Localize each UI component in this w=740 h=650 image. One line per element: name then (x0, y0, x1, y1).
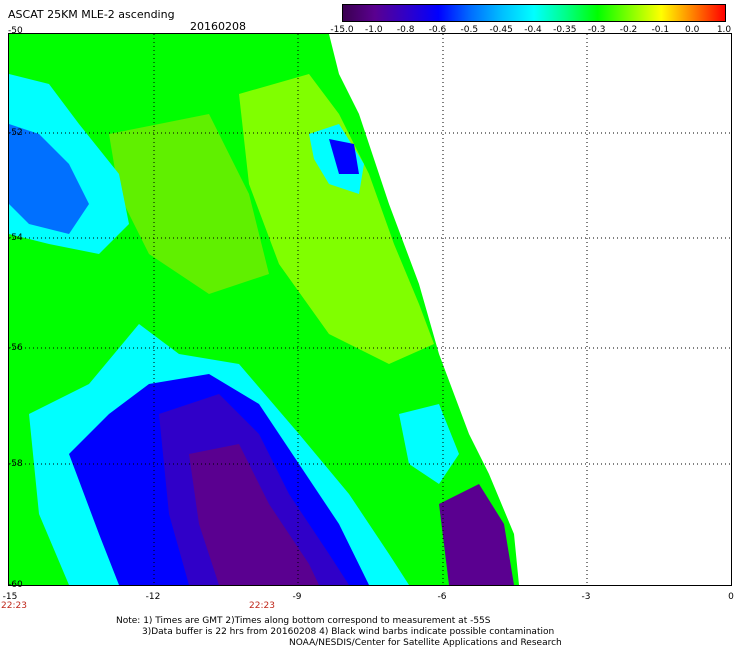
lat-label: -58 (8, 459, 23, 469)
lat-label: -50 (8, 26, 23, 36)
note-line-3: NOAA/NESDIS/Center for Satellite Applica… (289, 638, 562, 648)
swath-field (9, 34, 731, 585)
lon-label: -12 (145, 592, 161, 602)
lat-label: -54 (8, 233, 23, 243)
colorbar-tick-label: -0.5 (460, 25, 479, 35)
map-plot (8, 33, 732, 586)
graticule (9, 34, 731, 585)
colorbar-tick-label: -0.1 (651, 25, 670, 35)
lon-label: 0 (728, 592, 734, 602)
swath-blue-edge (329, 139, 359, 174)
lon-label: -9 (292, 592, 302, 602)
note-line-1: Note: 1) Times are GMT 2)Times along bot… (116, 616, 491, 626)
note-line-2: 3)Data buffer is 22 hrs from 20160208 4)… (142, 627, 555, 637)
lat-label: -52 (8, 128, 23, 138)
colorbar-tick-label: -0.45 (489, 25, 513, 35)
colorbar-tick-label: -1.0 (365, 25, 383, 35)
lon-label: -3 (581, 592, 591, 602)
colorbar-tick-label: -0.8 (396, 25, 415, 35)
time-label: 22:23 (249, 601, 275, 611)
swath-purple-se (439, 484, 514, 585)
product-title: ASCAT 25KM MLE-2 ascending (8, 8, 175, 21)
date-label: 20160208 (190, 20, 246, 33)
swath-lime (239, 74, 434, 364)
lon-label: -15 (2, 592, 18, 602)
lat-label: -56 (8, 343, 23, 353)
lon-label: -6 (437, 592, 447, 602)
time-label: 22:23 (1, 601, 27, 611)
lat-label: -60 (8, 580, 23, 590)
colorbar-tick-label: -0.35 (553, 25, 577, 35)
colorbar-tick-label: 1.0 (716, 25, 732, 35)
colorbar-tick-label: -0.6 (428, 25, 447, 35)
colorbar-tick-label: -0.3 (587, 25, 606, 35)
swath-blue-nw (9, 124, 89, 234)
swath-lime-2 (109, 114, 269, 294)
colorbar (342, 4, 726, 22)
colorbar-tick-label: -0.2 (619, 25, 638, 35)
swath-purple-deep (189, 444, 319, 585)
colorbar-tick-label: 0.0 (684, 25, 700, 35)
colorbar-tick-label: -0.4 (524, 25, 542, 35)
colorbar-tick-label: -15.0 (330, 25, 354, 35)
